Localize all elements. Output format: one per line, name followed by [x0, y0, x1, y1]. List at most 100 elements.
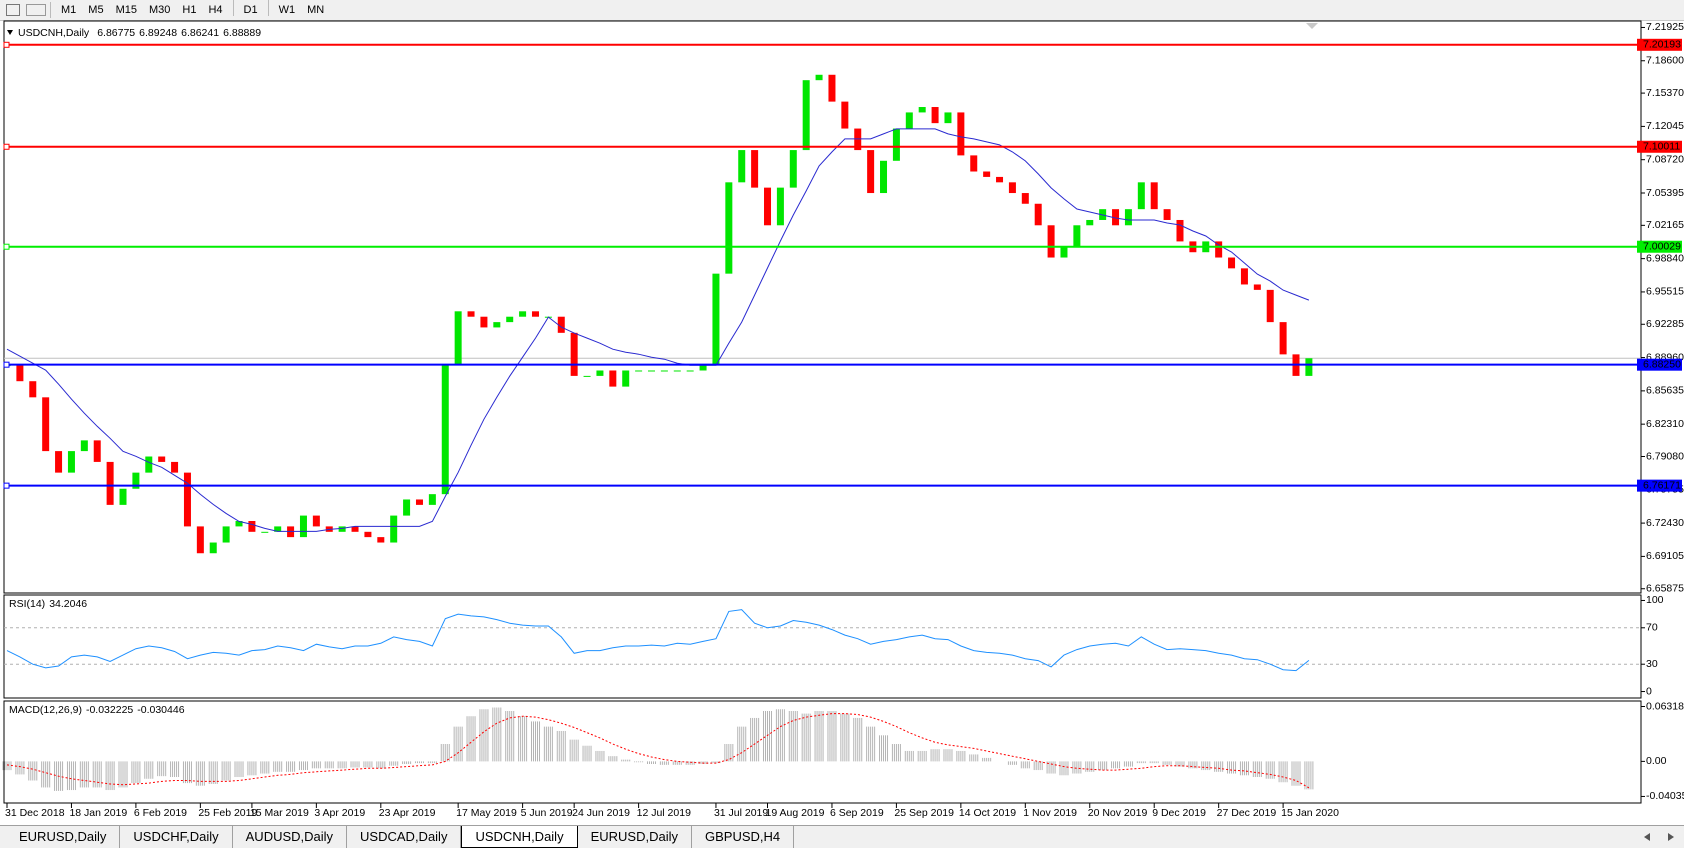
candle	[944, 112, 952, 124]
collapse-arrow	[7, 30, 13, 35]
candle	[957, 112, 965, 156]
tab-scroll[interactable]	[1640, 830, 1680, 844]
candle	[1008, 182, 1016, 194]
candle	[970, 155, 978, 172]
candle	[364, 531, 372, 538]
candle	[1034, 203, 1042, 226]
y-tick-label: 7.18600	[1646, 55, 1684, 67]
candle	[686, 370, 694, 372]
candle	[196, 526, 204, 554]
chart-tab[interactable]: EURUSD,Daily	[6, 826, 121, 848]
chart-header: USDCNH,Daily 6.86775 6.89248 6.86241 6.88889	[18, 27, 261, 39]
macd-header: MACD(12,26,9) -0.032225 -0.030446	[9, 704, 185, 716]
chart-tab[interactable]: EURUSD,Daily	[578, 826, 692, 848]
candle	[93, 440, 101, 462]
chart-tab[interactable]: USDCAD,Daily	[347, 826, 462, 848]
candle	[635, 370, 643, 372]
chart-tabs: EURUSD,Daily USDCHF,Daily AUDUSD,Daily USDC…	[0, 825, 1684, 848]
y-tick-label: 6.72430	[1646, 517, 1684, 529]
candle	[1150, 182, 1158, 210]
text-tool[interactable]	[6, 4, 20, 16]
candle	[983, 171, 991, 177]
timeframe-button[interactable]: D1	[243, 4, 258, 16]
timeframe-button[interactable]: M1	[61, 4, 77, 16]
scroll-right[interactable]	[1668, 833, 1674, 841]
candle	[312, 515, 320, 527]
chart-tab[interactable]: USDCHF,Daily	[120, 826, 233, 848]
x-tick-label: 5 Jun 2019	[521, 807, 573, 819]
timeframe-button[interactable]: M15	[115, 4, 137, 16]
candle	[764, 187, 772, 226]
y-tick-label: 7.08720	[1646, 153, 1684, 165]
y-tick-label: 0.063184	[1646, 700, 1684, 712]
level-label-box	[1637, 358, 1682, 371]
candle	[351, 526, 359, 532]
candle	[80, 440, 88, 452]
timeframes: M1 M5 M15 M30 H1 H4 D1 W1 MN	[55, 0, 330, 20]
y-tick-label: -0.040355	[1646, 790, 1684, 802]
candle	[699, 365, 707, 371]
candle	[1112, 209, 1120, 226]
x-tick-label: 14 Oct 2019	[959, 807, 1016, 819]
candle	[802, 80, 810, 151]
candle	[235, 520, 243, 527]
candle	[673, 370, 681, 372]
timeframe-button[interactable]: MN	[307, 4, 325, 16]
candle	[403, 499, 411, 516]
shapes-tool[interactable]	[26, 4, 46, 16]
candle	[738, 150, 746, 183]
symbol: USDCNH,Daily	[18, 27, 90, 39]
chart-tab[interactable]: USDCNH,Daily	[461, 826, 578, 848]
candle	[519, 311, 527, 317]
x-tick-label: 15 Jan 2020	[1281, 807, 1339, 819]
candle	[183, 472, 191, 527]
chart-tab[interactable]: AUDUSD,Daily	[233, 826, 348, 848]
candle	[1176, 219, 1184, 242]
level-anchor	[3, 361, 10, 368]
level-label: 6.76171	[1643, 479, 1681, 491]
rsi-panel	[3, 594, 1642, 699]
candle	[1163, 209, 1171, 220]
candle	[996, 176, 1004, 183]
candle	[1266, 289, 1274, 323]
x-tick-label: 6 Sep 2019	[830, 807, 884, 819]
x-tick-label: 3 Apr 2019	[314, 807, 365, 819]
candle	[29, 381, 37, 398]
candle	[557, 316, 565, 333]
y-tick-label: 7.05395	[1646, 187, 1684, 199]
chart-tab[interactable]: GBPUSD,H4	[692, 826, 795, 848]
candle	[776, 187, 784, 226]
y-tick-label: 7.12045	[1646, 120, 1684, 132]
candle	[815, 74, 823, 81]
quote-value: 6.88889	[223, 27, 261, 39]
y-tick-label: 6.95515	[1646, 286, 1684, 298]
rsi-header: RSI(14) 34.2046	[9, 598, 87, 610]
timeframe-button[interactable]: W1	[278, 4, 296, 16]
timeframe-button[interactable]: H1	[182, 4, 197, 16]
candle	[158, 456, 166, 462]
scroll-left[interactable]	[1644, 833, 1650, 841]
y-tick-label: 7.15370	[1646, 87, 1684, 99]
x-tick-label: 17 May 2019	[456, 807, 517, 819]
candle	[145, 456, 153, 473]
y-tick-label: 6.85635	[1646, 385, 1684, 397]
y-tick-label: 100	[1646, 594, 1664, 606]
candle	[42, 397, 50, 452]
timeframe-button[interactable]: H4	[208, 4, 223, 16]
x-tick-label: 6 Feb 2019	[134, 807, 187, 819]
candle	[905, 112, 913, 129]
candle	[119, 488, 127, 505]
x-tick-label: 9 Dec 2019	[1152, 807, 1206, 819]
candle	[67, 451, 75, 473]
candle	[880, 160, 888, 194]
rsi-line	[6, 609, 1310, 672]
x-tick-label: 31 Jul 2019	[714, 807, 768, 819]
candle	[1047, 225, 1055, 258]
candle	[132, 472, 140, 489]
timeframe-button[interactable]: M5	[88, 4, 104, 16]
candle	[506, 316, 514, 323]
y-tick-label: 7.21925	[1646, 21, 1684, 33]
y-tick-label: 6.65875	[1646, 583, 1684, 595]
timeframe-button[interactable]: M30	[148, 4, 171, 16]
candle	[789, 150, 797, 188]
